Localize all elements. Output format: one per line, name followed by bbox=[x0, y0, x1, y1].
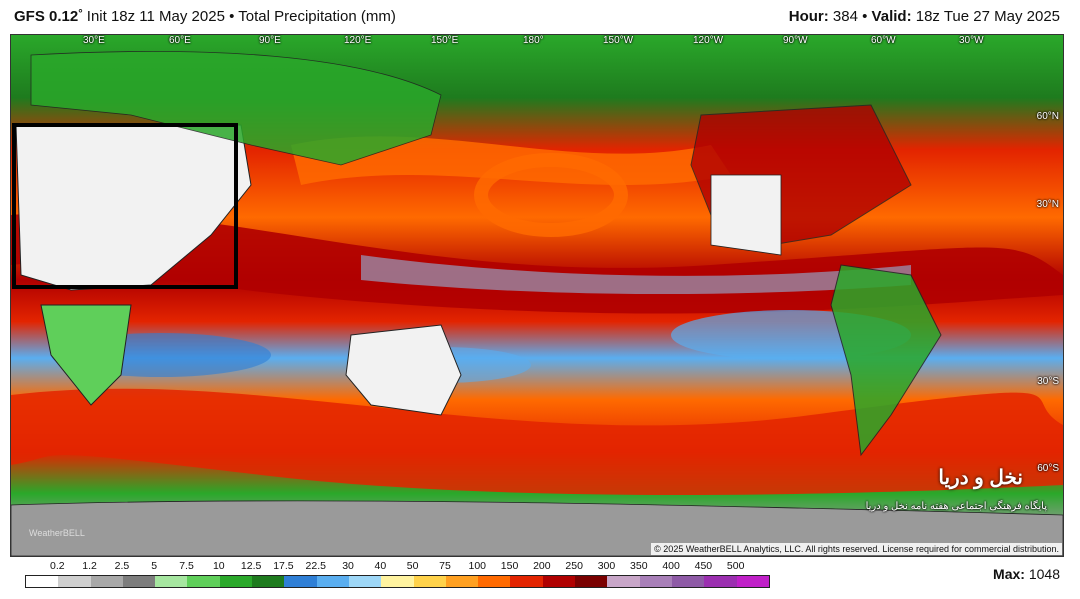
legend-label: 1.2 bbox=[82, 560, 97, 572]
pacific-low bbox=[474, 153, 628, 237]
legend-swatch bbox=[575, 576, 608, 587]
legend-label: 300 bbox=[597, 560, 616, 572]
precipitation-map[interactable]: 30°E 60°E 90°E 120°E 150°E 180° 150°W 12… bbox=[10, 34, 1064, 557]
legend-swatch bbox=[607, 576, 640, 587]
legend-swatch bbox=[381, 576, 414, 587]
copyright-notice: © 2025 WeatherBELL Analytics, LLC. All r… bbox=[651, 543, 1062, 555]
legend-label: 5 bbox=[151, 560, 158, 572]
legend-labels: 0.2 1.2 2.5 5 7.5 10 12.5 17.5 22.5 30 40 50 75 100 15… bbox=[25, 560, 770, 574]
legend-label: 450 bbox=[694, 560, 713, 572]
itcz-core bbox=[361, 255, 911, 295]
legend-label: 150 bbox=[500, 560, 519, 572]
hour-label: Hour: bbox=[788, 8, 829, 25]
legend-label: 2.5 bbox=[114, 560, 130, 572]
lon-label-3: 90°E bbox=[259, 35, 281, 46]
valid-label: Valid: bbox=[871, 8, 912, 25]
precipitation-legend: 0.2 1.2 2.5 5 7.5 10 12.5 17.5 22.5 30 40 50 75 100 15… bbox=[25, 560, 770, 592]
valid-value: 18z Tue 27 May 2025 bbox=[915, 8, 1060, 25]
legend-colorbar bbox=[25, 575, 770, 588]
legend-swatch bbox=[413, 576, 446, 587]
legend-label: 200 bbox=[533, 560, 551, 572]
legend-swatch bbox=[639, 576, 672, 587]
legend-label: 100 bbox=[468, 560, 487, 572]
separator: • bbox=[229, 8, 235, 25]
legend-label: 40 bbox=[374, 560, 387, 572]
lon-label-10: 60°W bbox=[871, 35, 896, 46]
lon-label-2: 60°E bbox=[169, 35, 191, 46]
legend-label: 250 bbox=[565, 560, 583, 572]
header-right: Hour: 384 • Valid: 18z Tue 27 May 2025 bbox=[789, 8, 1060, 25]
antarctica bbox=[11, 500, 1063, 556]
legend-label: 12.5 bbox=[240, 560, 262, 572]
weatherbell-watermark: WeatherBELL bbox=[29, 528, 85, 538]
legend-label: 50 bbox=[406, 560, 419, 572]
legend-swatch bbox=[219, 576, 253, 587]
lon-label-5: 150°E bbox=[431, 35, 459, 46]
legend-swatch bbox=[736, 576, 769, 587]
eurasia bbox=[30, 50, 442, 166]
lon-label-11: 30°W bbox=[959, 35, 984, 46]
legend-swatch bbox=[122, 576, 156, 587]
lon-label-1: 30°E bbox=[83, 35, 105, 46]
degree-symbol: ° bbox=[78, 8, 83, 20]
legend-swatch bbox=[58, 576, 91, 587]
legend-swatch bbox=[187, 576, 220, 587]
header-left: GFS 0.12° Init 18z 11 May 2025 • Total P… bbox=[14, 8, 396, 25]
max-value: 1048 bbox=[1028, 566, 1060, 582]
overlay-caption: پایگاه فرهنگی اجتماعی هفته نامه نخل و در… bbox=[865, 501, 1047, 512]
legend-swatch bbox=[252, 576, 285, 587]
legend-label: 22.5 bbox=[305, 560, 326, 572]
legend-label: 0.2 bbox=[49, 560, 65, 572]
lon-label-4: 120°E bbox=[344, 35, 372, 46]
legend-label: 75 bbox=[439, 560, 451, 572]
overlay-logo: نخل و دریا bbox=[938, 467, 1023, 489]
australia bbox=[345, 324, 462, 416]
separator-2: • bbox=[862, 8, 868, 25]
lat-label-30s: 30°S bbox=[1037, 376, 1059, 387]
legend-swatch bbox=[348, 576, 382, 587]
lon-label-8: 120°W bbox=[693, 35, 724, 46]
lat-label-30n: 30°N bbox=[1036, 199, 1059, 210]
lon-label-7: 150°W bbox=[603, 35, 634, 46]
legend-swatch bbox=[445, 576, 479, 587]
legend-swatch bbox=[478, 576, 511, 587]
legend-swatch bbox=[510, 576, 543, 587]
max-value-box: Max: 1048 bbox=[993, 566, 1060, 582]
south-america bbox=[830, 264, 942, 457]
legend-label: 17.5 bbox=[273, 560, 294, 572]
lat-label-60n: 60°N bbox=[1036, 111, 1059, 122]
legend-label: 400 bbox=[662, 560, 680, 572]
init-text: Init 18z 11 May 2025 bbox=[86, 8, 225, 25]
region-highlight-box bbox=[12, 123, 238, 289]
legend-label: 10 bbox=[212, 560, 225, 572]
southern-storm-track bbox=[11, 388, 1063, 495]
max-label: Max: bbox=[993, 566, 1025, 582]
legend-swatch bbox=[316, 576, 349, 587]
hour-value: 384 bbox=[832, 8, 858, 25]
legend-swatch bbox=[671, 576, 705, 587]
legend-label: 30 bbox=[342, 560, 354, 572]
legend-label: 7.5 bbox=[179, 560, 194, 572]
legend-swatch bbox=[704, 576, 737, 587]
lon-label-9: 90°W bbox=[783, 35, 808, 46]
legend-swatch bbox=[155, 576, 188, 587]
legend-swatch bbox=[542, 576, 576, 587]
model-name: GFS 0.12 bbox=[14, 8, 79, 25]
header: GFS 0.12° Init 18z 11 May 2025 • Total P… bbox=[0, 0, 1080, 34]
map-canvas bbox=[11, 35, 1063, 556]
legend-swatch bbox=[284, 576, 317, 587]
legend-swatch bbox=[26, 576, 59, 587]
southern-africa bbox=[40, 304, 132, 406]
legend-swatch bbox=[90, 576, 123, 587]
us-southwest bbox=[710, 174, 782, 256]
lat-label-60s: 60°S bbox=[1037, 463, 1059, 474]
field-name: Total Precipitation (mm) bbox=[238, 8, 396, 25]
lon-label-6: 180° bbox=[523, 35, 544, 46]
legend-label: 500 bbox=[726, 560, 745, 572]
legend-label: 350 bbox=[630, 560, 648, 572]
